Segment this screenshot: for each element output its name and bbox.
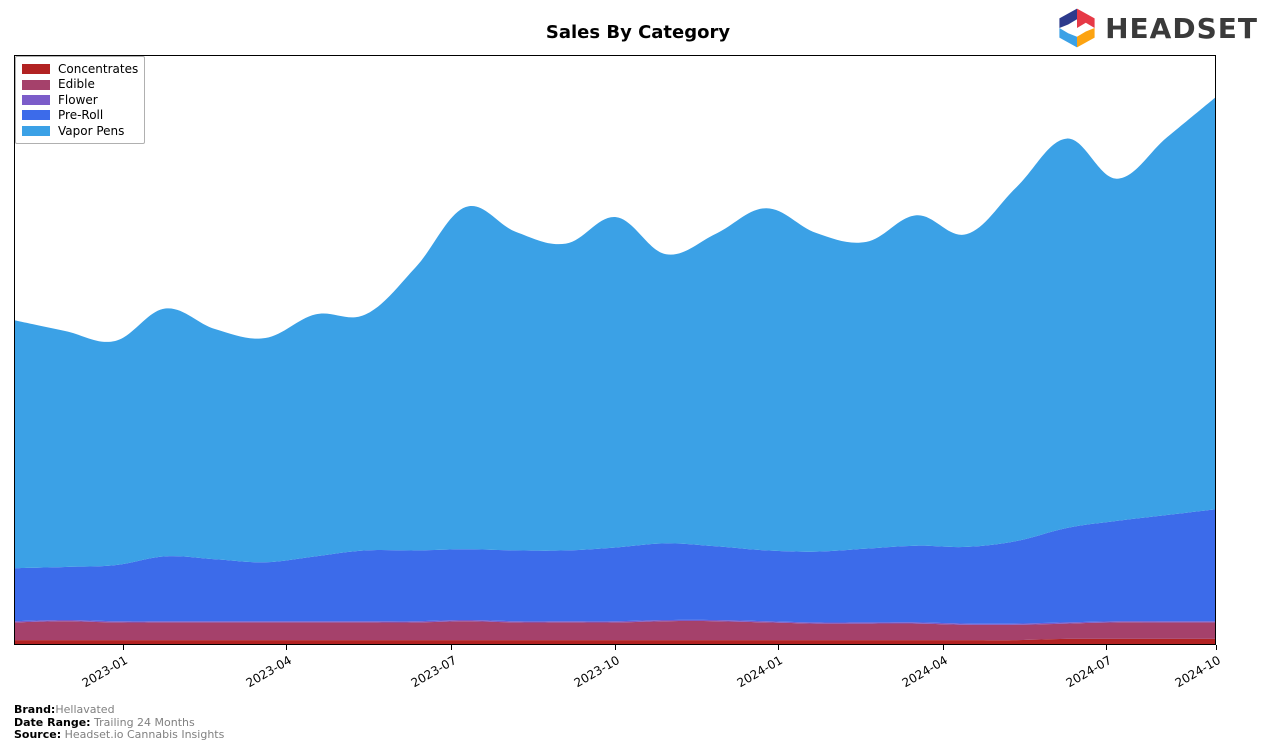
- x-tick: [123, 645, 124, 650]
- x-axis: 2023-01 2023-04 2023-07 2023-10 2024-01 2024-…: [14, 645, 1216, 705]
- footer-line: Source: Headset.io Cannabis Insights: [14, 729, 224, 742]
- legend-item: Flower: [22, 93, 138, 107]
- legend-label: Vapor Pens: [58, 124, 124, 138]
- area-series: [15, 96, 1216, 568]
- footer-key: Date Range:: [14, 716, 91, 729]
- legend-swatch: [22, 110, 50, 120]
- legend-item: Vapor Pens: [22, 124, 138, 138]
- footer-value: Hellavated: [55, 703, 114, 716]
- x-tick-label: 2024-10: [1173, 653, 1223, 690]
- brand-logo-text: HEADSET: [1105, 12, 1258, 45]
- x-tick: [943, 645, 944, 650]
- legend-label: Concentrates: [58, 62, 138, 76]
- legend-label: Flower: [58, 93, 98, 107]
- legend-item: Concentrates: [22, 62, 138, 76]
- x-tick-label: 2024-04: [900, 653, 950, 690]
- legend-item: Pre-Roll: [22, 108, 138, 122]
- legend: ConcentratesEdible FlowerPre-Roll Vapor Pe…: [15, 56, 145, 144]
- legend-swatch: [22, 64, 50, 74]
- x-tick-label: 2024-01: [735, 653, 785, 690]
- x-tick: [1216, 645, 1217, 650]
- plot-area: [14, 55, 1216, 645]
- legend-swatch: [22, 95, 50, 105]
- footer-value: Trailing 24 Months: [91, 716, 195, 729]
- x-tick: [451, 645, 452, 650]
- chart-footer: Brand:HellavatedDate Range: Trailing 24 …: [14, 704, 224, 742]
- legend-item: Edible: [22, 77, 138, 91]
- x-tick-label: 2023-04: [243, 653, 293, 690]
- headset-logo-icon: [1055, 6, 1099, 50]
- x-tick: [286, 645, 287, 650]
- legend-swatch: [22, 80, 50, 90]
- area-chart-svg: [15, 56, 1216, 645]
- chart-container: { "title": { "text": "Sales By Category"…: [0, 0, 1276, 745]
- x-tick-label: 2023-01: [80, 653, 130, 690]
- legend-label: Pre-Roll: [58, 108, 103, 122]
- x-tick: [1106, 645, 1107, 650]
- x-tick: [778, 645, 779, 650]
- x-tick-label: 2023-07: [408, 653, 458, 690]
- x-tick: [615, 645, 616, 650]
- footer-key: Source:: [14, 728, 61, 741]
- legend-swatch: [22, 126, 50, 136]
- legend-label: Edible: [58, 77, 95, 91]
- footer-key: Brand:: [14, 703, 55, 716]
- x-tick-label: 2023-10: [572, 653, 622, 690]
- brand-logo: HEADSET: [1055, 6, 1258, 50]
- footer-value: Headset.io Cannabis Insights: [61, 728, 224, 741]
- x-tick-label: 2024-07: [1063, 653, 1113, 690]
